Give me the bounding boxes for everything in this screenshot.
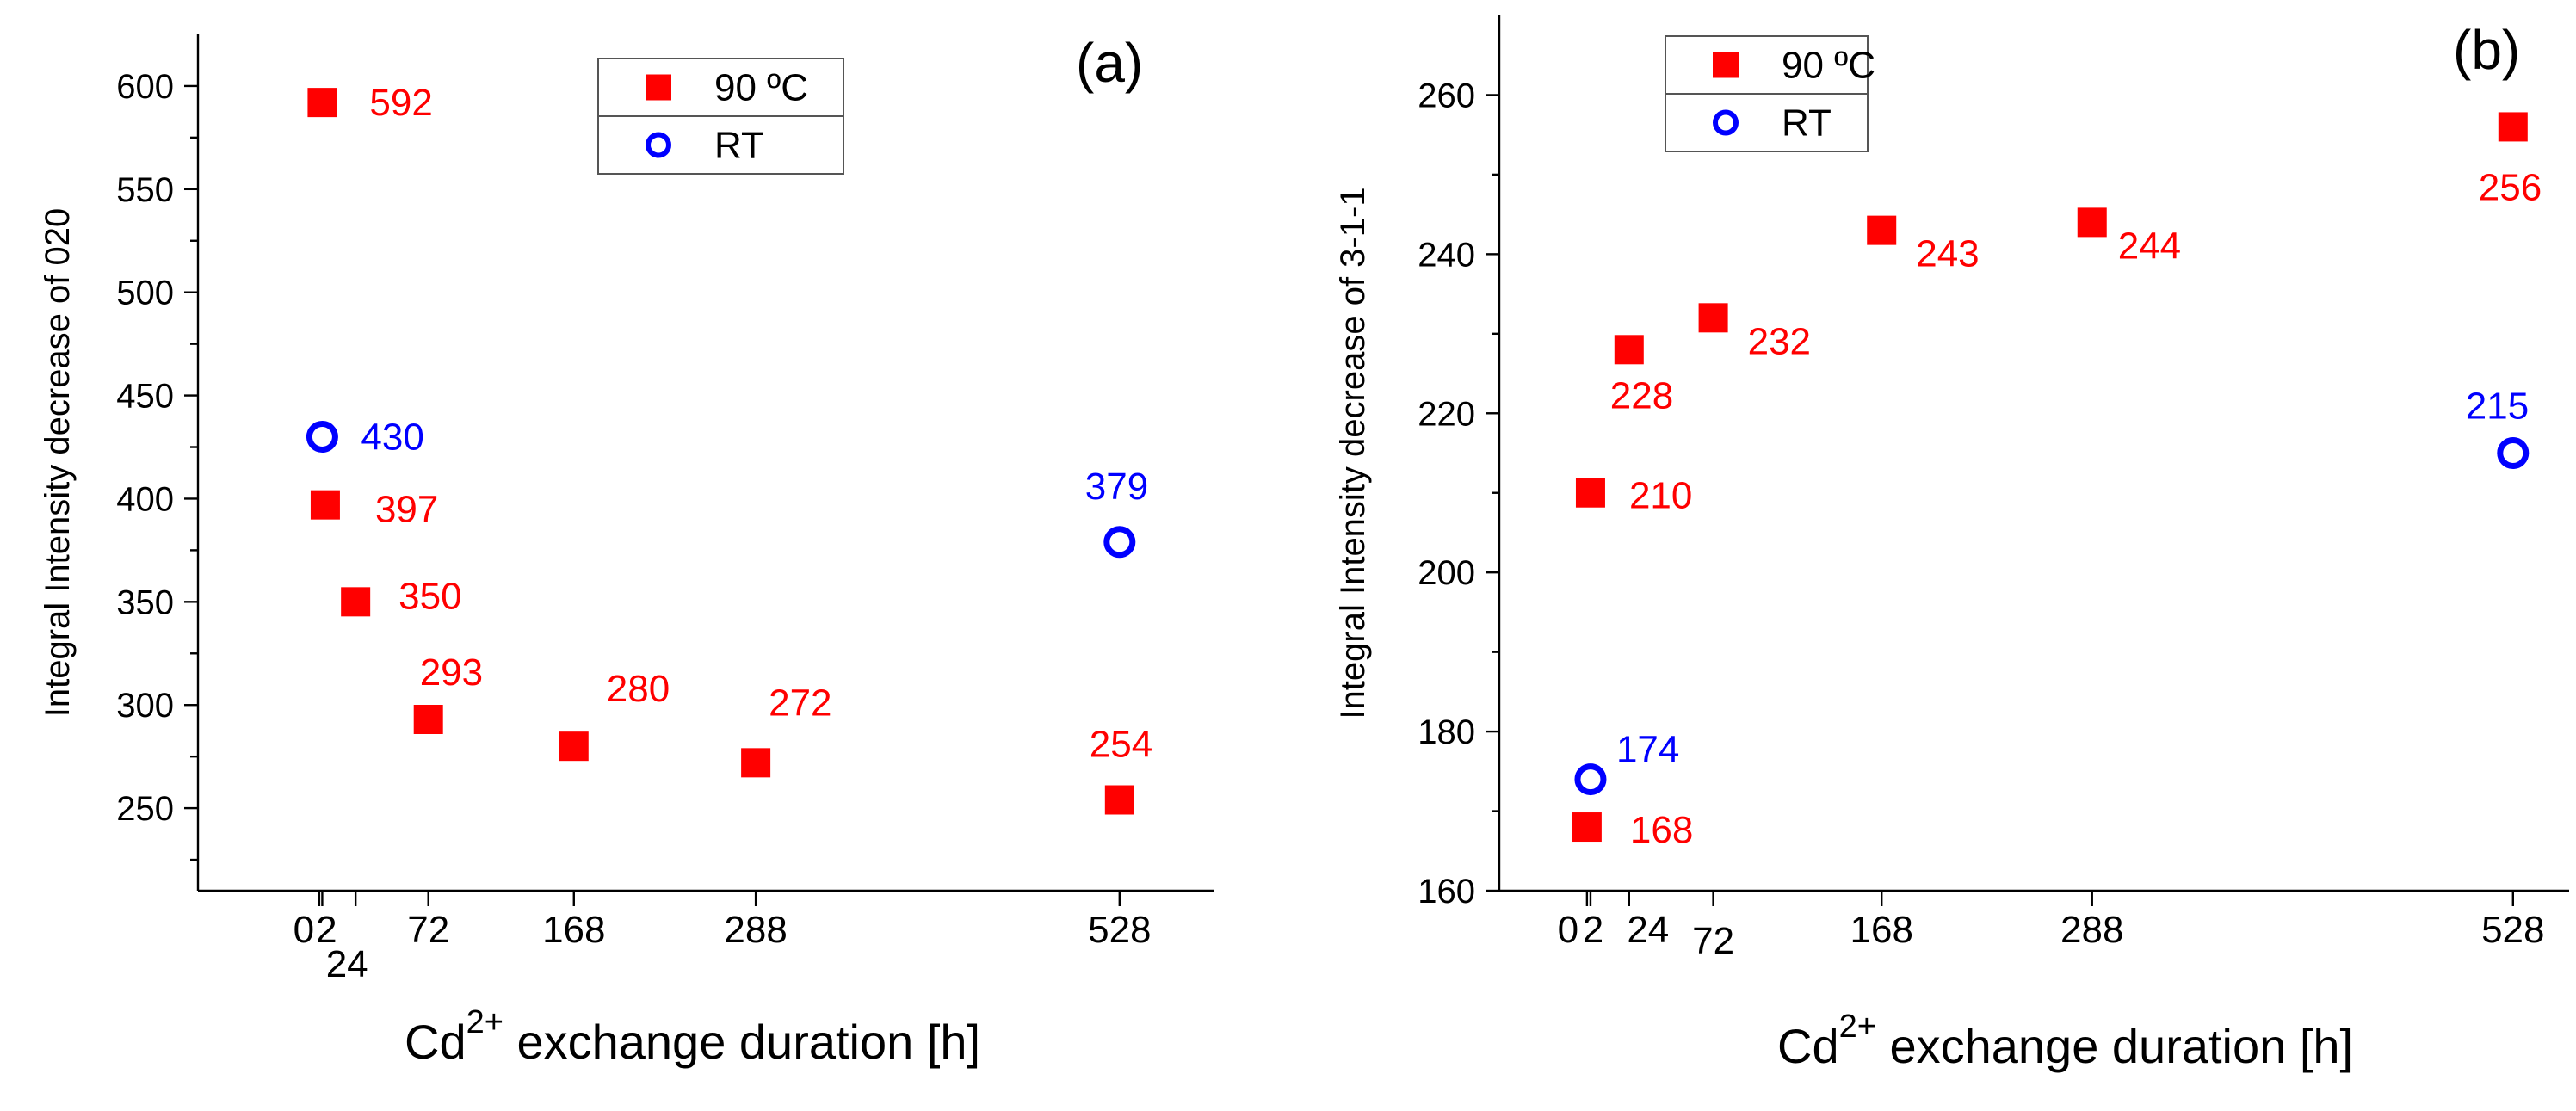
legend-box <box>597 58 844 117</box>
data-label: 280 <box>607 668 670 710</box>
data-label: 174 <box>1616 729 1679 771</box>
data-point-90c <box>310 490 340 520</box>
legend-square-marker <box>646 74 671 101</box>
y-tick-label-a: 600 <box>116 68 174 106</box>
data-label: 592 <box>369 82 432 124</box>
chart-panel-a: 250 300 350 400 450 500 550 600 0 224 72 168 288 528 I… <box>39 32 1214 1069</box>
data-label: 215 <box>2466 386 2529 428</box>
legend-square-marker <box>1713 52 1739 78</box>
data-point-90c <box>559 731 589 762</box>
legend-circle-marker <box>1713 109 1739 136</box>
x-tick-label-b: 0 <box>1558 909 1578 951</box>
panel-label-a: (a) <box>1076 32 1143 94</box>
data-label: 430 <box>361 417 423 459</box>
x-tick-label-a: 168 <box>542 909 605 951</box>
x-tick-label-b: 528 <box>2481 909 2544 951</box>
data-label: 293 <box>420 651 483 694</box>
y-tick-label-a: 300 <box>116 687 174 725</box>
x-axis-label-a: Cd2+ exchange duration [h] <box>405 1004 980 1069</box>
x-tick-label-b: 24 <box>1627 909 1669 951</box>
data-label: 244 <box>2118 225 2181 267</box>
data-label: 397 <box>375 489 438 531</box>
data-point-90c <box>1104 785 1134 815</box>
data-label: 168 <box>1630 809 1693 851</box>
x-tick-label-b: 288 <box>2060 909 2123 951</box>
data-label: 256 <box>2479 166 2542 208</box>
y-tick-label-b: 220 <box>1418 395 1475 433</box>
data-point-90c <box>307 88 337 118</box>
x-tick-label-b: 2 <box>1583 909 1603 951</box>
data-point-90c <box>341 587 371 617</box>
y-tick-label-b: 180 <box>1418 713 1475 751</box>
data-point-90c <box>2498 112 2528 142</box>
y-tick-label-b: 160 <box>1418 873 1475 910</box>
x-tick-label-a: 0 <box>293 909 314 951</box>
data-point-rt <box>306 421 338 454</box>
data-label: 228 <box>1610 374 1673 417</box>
legend-circle-marker <box>646 132 671 158</box>
data-point-rt <box>1574 763 1607 796</box>
data-point-90c <box>1698 303 1728 333</box>
data-point-90c <box>1575 478 1605 508</box>
x-tick-label-a: 528 <box>1088 909 1151 951</box>
legend-box <box>1665 93 1869 152</box>
y-tick-label-a: 350 <box>116 583 174 621</box>
legend-box <box>1665 35 1869 95</box>
y-tick-label-a: 400 <box>116 480 174 518</box>
x-tick-label-a: 24 <box>326 943 368 985</box>
data-point-90c <box>741 748 771 778</box>
legend-a: 90 ºC RT <box>597 58 844 175</box>
data-point-90c <box>1572 812 1602 843</box>
data-point-90c <box>1867 215 1897 245</box>
y-axis-label-b: Integral Intensity decrease of 3-1-1 <box>1334 187 1372 719</box>
data-point-rt <box>2497 437 2530 469</box>
x-tick-label-a: 72 <box>407 909 449 951</box>
legend-label: 90 ºC <box>1782 45 1875 87</box>
x-axis-label-b: Cd2+ exchange duration [h] <box>1777 1009 2353 1073</box>
x-tick-label-b: 168 <box>1850 909 1913 951</box>
y-tick-label-b: 200 <box>1418 554 1475 592</box>
data-label: 210 <box>1629 475 1692 517</box>
y-tick-label-a: 450 <box>116 378 174 416</box>
data-label: 243 <box>1916 233 1979 275</box>
data-point-rt <box>1103 526 1136 559</box>
panel-label-b: (b) <box>2453 19 2520 81</box>
data-point-90c <box>2077 207 2107 238</box>
data-label: 254 <box>1090 724 1152 766</box>
data-label: 232 <box>1748 320 1811 362</box>
y-tick-label-b: 240 <box>1418 236 1475 274</box>
data-point-90c <box>413 705 443 734</box>
data-label: 350 <box>398 575 461 617</box>
legend-box <box>597 115 844 175</box>
data-label: 272 <box>769 682 831 724</box>
y-tick-label-a: 500 <box>116 275 174 312</box>
y-tick-label-a: 550 <box>116 171 174 209</box>
y-tick-label-b: 260 <box>1418 77 1475 114</box>
y-axis-label-a: Integral Intensity decrease of 020 <box>39 208 77 717</box>
y-tick-label-a: 250 <box>116 790 174 828</box>
chart-panel-b: 160 180 200 220 240 260 0 2 24 72 168 288 528 Integra… <box>1334 15 2569 1073</box>
x-tick-label-a: 2 <box>316 909 337 951</box>
legend-b: 90 ºC RT <box>1665 35 1875 152</box>
legend-label: RT <box>1782 102 1832 145</box>
x-tick-label-b: 72 <box>1692 920 1734 962</box>
data-label: 379 <box>1085 466 1148 508</box>
legend-label: 90 ºC <box>714 67 808 109</box>
data-point-90c <box>1614 335 1644 365</box>
x-tick-label-a: 288 <box>724 909 787 951</box>
legend-label: RT <box>714 125 764 167</box>
